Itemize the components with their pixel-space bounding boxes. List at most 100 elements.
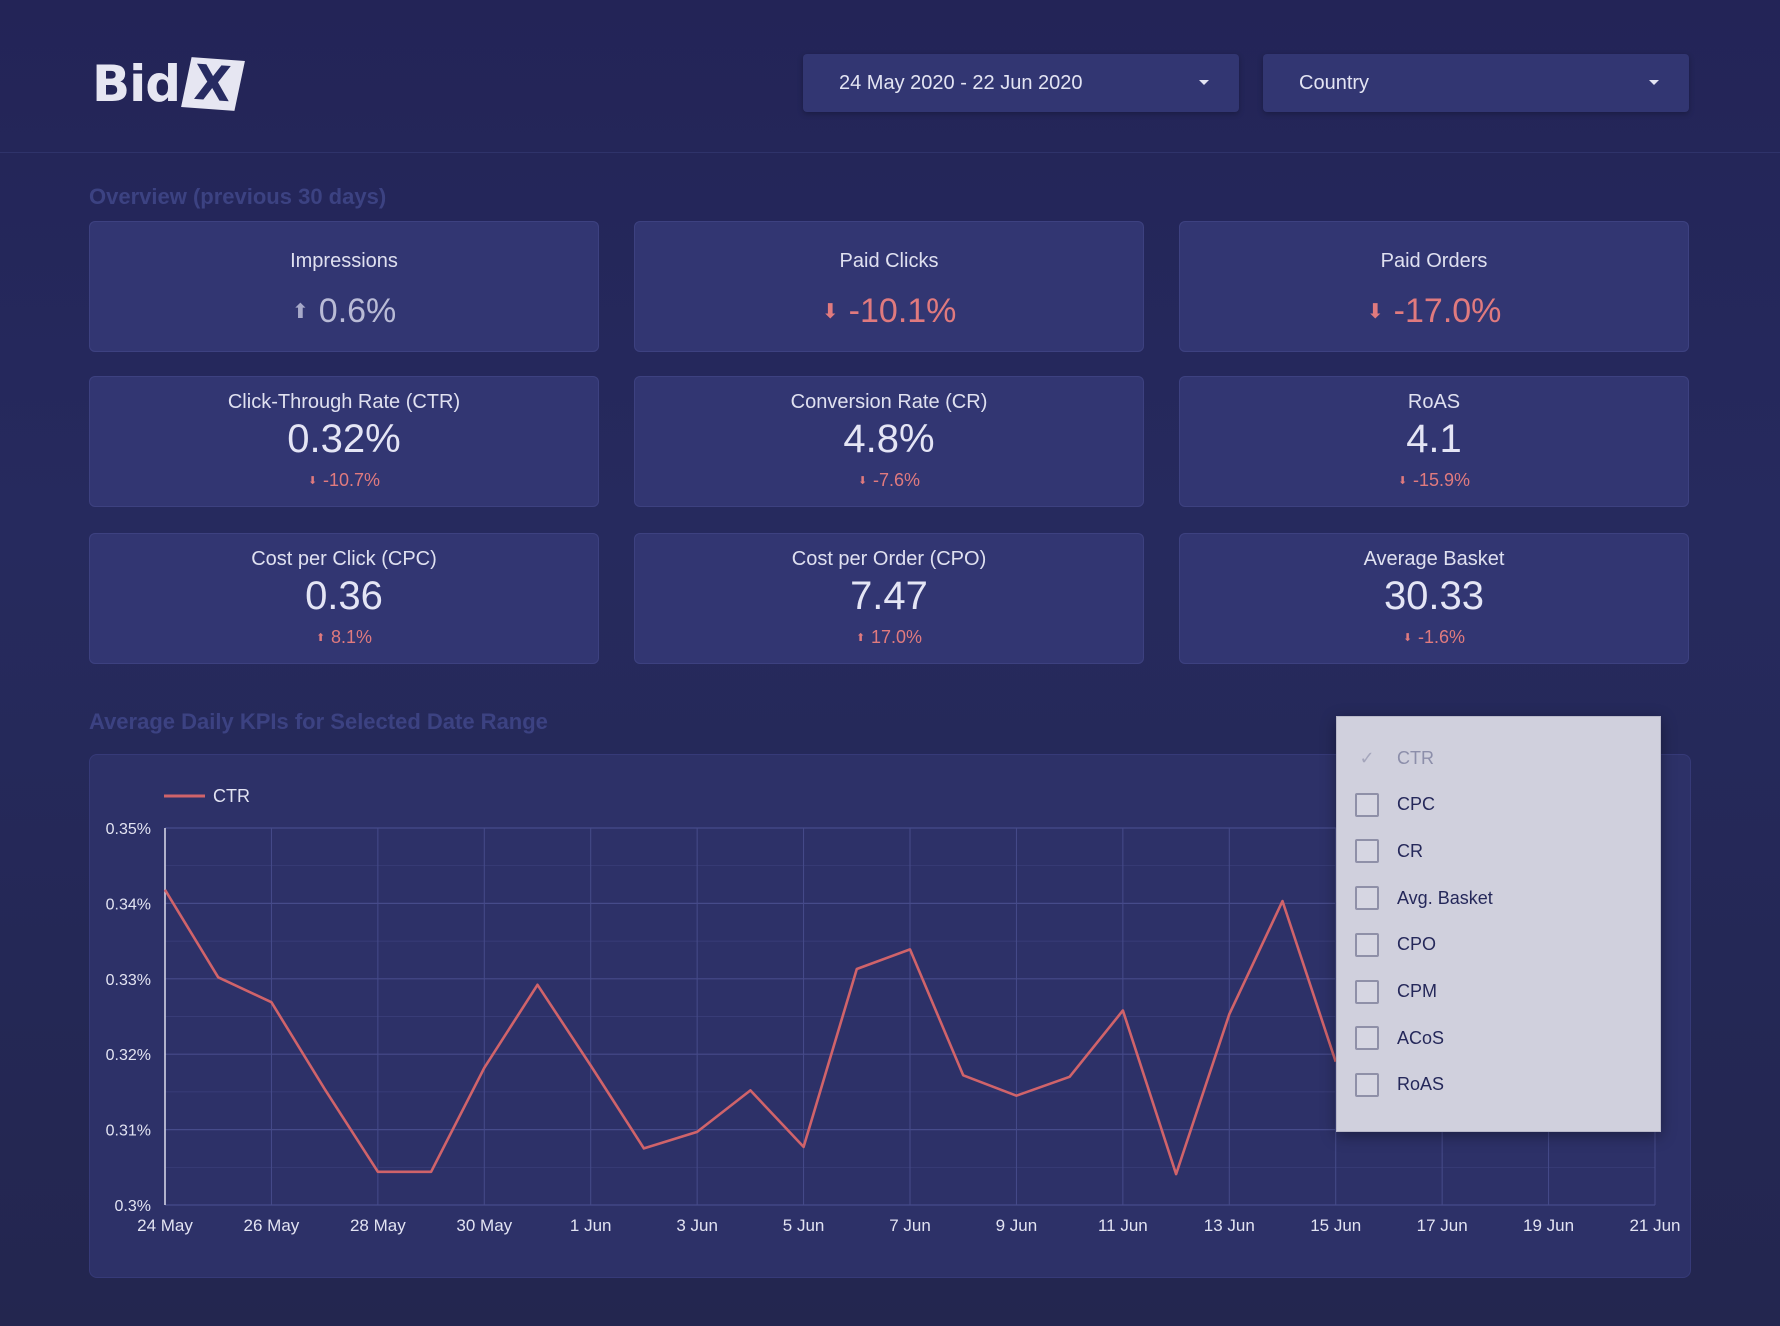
- date-range-value: 24 May 2020 - 22 Jun 2020: [839, 71, 1083, 94]
- x-tick-label: 24 May: [137, 1216, 193, 1235]
- kpi-label: Click-Through Rate (CTR): [227, 391, 461, 413]
- kpi-label: Average Basket: [1363, 548, 1505, 570]
- x-tick-label: 30 May: [456, 1216, 512, 1235]
- kpi-delta: -17.0%: [1393, 292, 1502, 330]
- metric-option-acos[interactable]: ACoS: [1355, 1024, 1444, 1052]
- checkbox[interactable]: [1355, 1072, 1379, 1097]
- metric-option-cpc[interactable]: CPC: [1355, 791, 1435, 819]
- x-tick-label: 21 Jun: [1629, 1216, 1680, 1235]
- overview-title: Overview (previous 30 days): [89, 184, 387, 209]
- kpi-card-paid-clicks: Paid Clicks ⬇ -10.1%: [634, 221, 1144, 352]
- metric-option-label: ACoS: [1397, 1027, 1445, 1048]
- x-tick-label: 28 May: [350, 1216, 406, 1235]
- x-tick-label: 11 Jun: [1098, 1216, 1148, 1235]
- metric-option-cpm[interactable]: CPM: [1355, 978, 1437, 1006]
- y-tick-label: 0.32%: [106, 1047, 151, 1064]
- kpi-delta: -15.9%: [1413, 470, 1471, 490]
- metric-option-label: RoAS: [1397, 1074, 1445, 1095]
- kpi-delta: -10.7%: [323, 470, 381, 490]
- kpi-card-impressions: Impressions ⬆ 0.6%: [89, 221, 599, 352]
- chart-section-title: Average Daily KPIs for Selected Date Ran…: [89, 709, 548, 734]
- checkbox[interactable]: [1355, 839, 1379, 864]
- kpi-card-paid-orders: Paid Orders ⬇ -17.0%: [1179, 221, 1689, 352]
- kpi-delta: -10.1%: [848, 292, 957, 330]
- arrow-down-icon: ⬇: [307, 475, 317, 487]
- x-tick-label: 1 Jun: [570, 1216, 612, 1235]
- x-tick-label: 5 Jun: [783, 1216, 825, 1235]
- x-tick-label: 3 Jun: [676, 1216, 718, 1235]
- kpi-label: Cost per Order (CPO): [791, 548, 987, 570]
- kpi-card-conversion-rate-cr: Conversion Rate (CR) 4.8% ⬇ -7.6%: [634, 376, 1144, 507]
- x-tick-label: 7 Jun: [889, 1216, 931, 1235]
- x-tick-label: 17 Jun: [1417, 1216, 1468, 1235]
- arrow-down-icon: ⬇: [821, 301, 839, 323]
- top-bar: Bid X 24 May 2020 - 22 Jun 2020 Country: [0, 0, 1780, 153]
- arrow-down-icon: ⬇: [1402, 632, 1412, 644]
- kpi-value: 0.32%: [287, 417, 401, 461]
- date-range-dropdown[interactable]: 24 May 2020 - 22 Jun 2020: [803, 54, 1239, 112]
- kpi-value: 4.1: [1406, 417, 1462, 461]
- kpi-value: 30.33: [1383, 574, 1485, 618]
- chevron-down-icon: [1199, 80, 1209, 85]
- kpi-card-roas: RoAS 4.1 ⬇ -15.9%: [1179, 376, 1689, 507]
- country-dropdown[interactable]: Country: [1263, 54, 1689, 112]
- arrow-up-icon: ⬆: [855, 632, 865, 644]
- y-tick-label: 0.3%: [115, 1198, 151, 1215]
- kpi-delta: 8.1%: [331, 627, 373, 647]
- arrow-up-icon: ⬆: [291, 301, 309, 323]
- y-tick-label: 0.35%: [106, 821, 151, 838]
- checkbox[interactable]: [1355, 1026, 1379, 1051]
- kpi-delta: 17.0%: [871, 627, 923, 647]
- checkbox[interactable]: [1355, 886, 1379, 911]
- metric-option-cpo[interactable]: CPO: [1355, 931, 1436, 959]
- metric-option-label: CPO: [1397, 934, 1437, 955]
- metric-option-label: CR: [1397, 840, 1423, 861]
- logo-x-mark: X: [181, 55, 245, 113]
- bidx-logo[interactable]: Bid X: [92, 55, 245, 113]
- arrow-up-icon: ⬆: [315, 632, 325, 644]
- metric-option-label: CPC: [1397, 794, 1436, 815]
- kpi-label: Paid Clicks: [839, 250, 939, 272]
- metric-option-label: CPM: [1397, 981, 1437, 1001]
- x-tick-label: 26 May: [244, 1216, 300, 1235]
- kpi-value: 0.36: [305, 574, 383, 618]
- x-tick-label: 13 Jun: [1204, 1216, 1255, 1235]
- kpi-label: Cost per Click (CPC): [251, 548, 437, 570]
- y-tick-label: 0.31%: [106, 1123, 151, 1140]
- ctr-series-line: [163, 889, 1337, 1176]
- kpi-value: 7.47: [850, 574, 928, 618]
- arrow-down-icon: ⬇: [857, 475, 867, 487]
- kpi-value: 4.8%: [843, 417, 935, 461]
- checkbox[interactable]: [1355, 979, 1379, 1004]
- kpi-card-click-through-rate-ctr: Click-Through Rate (CTR) 0.32% ⬇ -10.7%: [89, 376, 599, 507]
- logo-text: Bid: [92, 55, 181, 113]
- y-tick-label: 0.34%: [106, 896, 151, 913]
- kpi-delta: -7.6%: [873, 470, 921, 490]
- metric-selector-popup: ✓ CTR CPC CR Avg. Basket CPO CPM ACoS RoAS: [1336, 716, 1661, 1132]
- arrow-down-icon: ⬇: [1397, 475, 1407, 487]
- kpi-label: Impressions: [290, 250, 398, 272]
- metric-option-cr[interactable]: CR: [1355, 837, 1423, 865]
- metric-option-label: CTR: [1397, 747, 1434, 768]
- kpi-card-average-basket: Average Basket 30.33 ⬇ -1.6%: [1179, 533, 1689, 664]
- metric-option-label: Avg. Basket: [1397, 887, 1493, 908]
- country-label: Country: [1299, 71, 1370, 94]
- kpi-card-cost-per-click-cpc: Cost per Click (CPC) 0.36 ⬆ 8.1%: [89, 533, 599, 664]
- metric-option-avg-basket[interactable]: Avg. Basket: [1355, 884, 1493, 912]
- x-tick-label: 19 Jun: [1523, 1216, 1574, 1235]
- checkbox[interactable]: [1355, 792, 1379, 817]
- kpi-label: Conversion Rate (CR): [790, 391, 988, 413]
- x-tick-label: 15 Jun: [1310, 1216, 1361, 1235]
- kpi-card-cost-per-order-cpo: Cost per Order (CPO) 7.47 ⬆ 17.0%: [634, 533, 1144, 664]
- kpi-label: RoAS: [1407, 391, 1461, 413]
- metric-option-roas[interactable]: RoAS: [1355, 1071, 1444, 1099]
- kpi-delta: -1.6%: [1418, 627, 1466, 647]
- chevron-down-icon: [1649, 80, 1659, 85]
- arrow-down-icon: ⬇: [1366, 301, 1384, 323]
- checkmark-icon: ✓: [1359, 747, 1375, 768]
- x-tick-label: 9 Jun: [996, 1216, 1038, 1235]
- legend-label-ctr: CTR: [213, 786, 250, 806]
- kpi-delta: 0.6%: [318, 292, 397, 330]
- metric-option-ctr[interactable]: ✓ CTR: [1355, 744, 1434, 772]
- checkbox[interactable]: [1355, 932, 1379, 957]
